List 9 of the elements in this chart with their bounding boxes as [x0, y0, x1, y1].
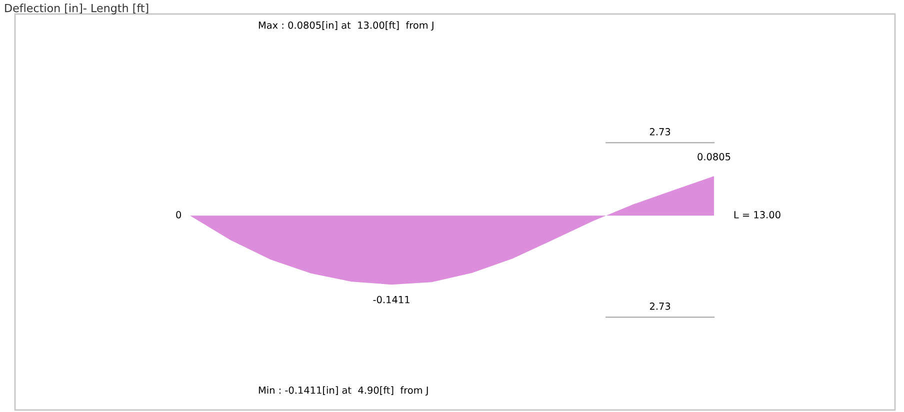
- data-label: 0.0805: [698, 153, 730, 160]
- text: Min : -0.1411[in] at 4.90[ft] from J: [258, 386, 428, 396]
- text: 2.73: [650, 302, 670, 310]
- text: L = 13.00: [734, 211, 780, 218]
- data-label: 0: [176, 211, 182, 218]
- data-label: -0.1411: [373, 296, 410, 304]
- text: Deflection [in]- Length [ft]: [5, 4, 148, 14]
- text: 2.73: [650, 128, 670, 136]
- text: Max : 0.0805[in] at 13.00[ft] from J: [258, 21, 434, 31]
